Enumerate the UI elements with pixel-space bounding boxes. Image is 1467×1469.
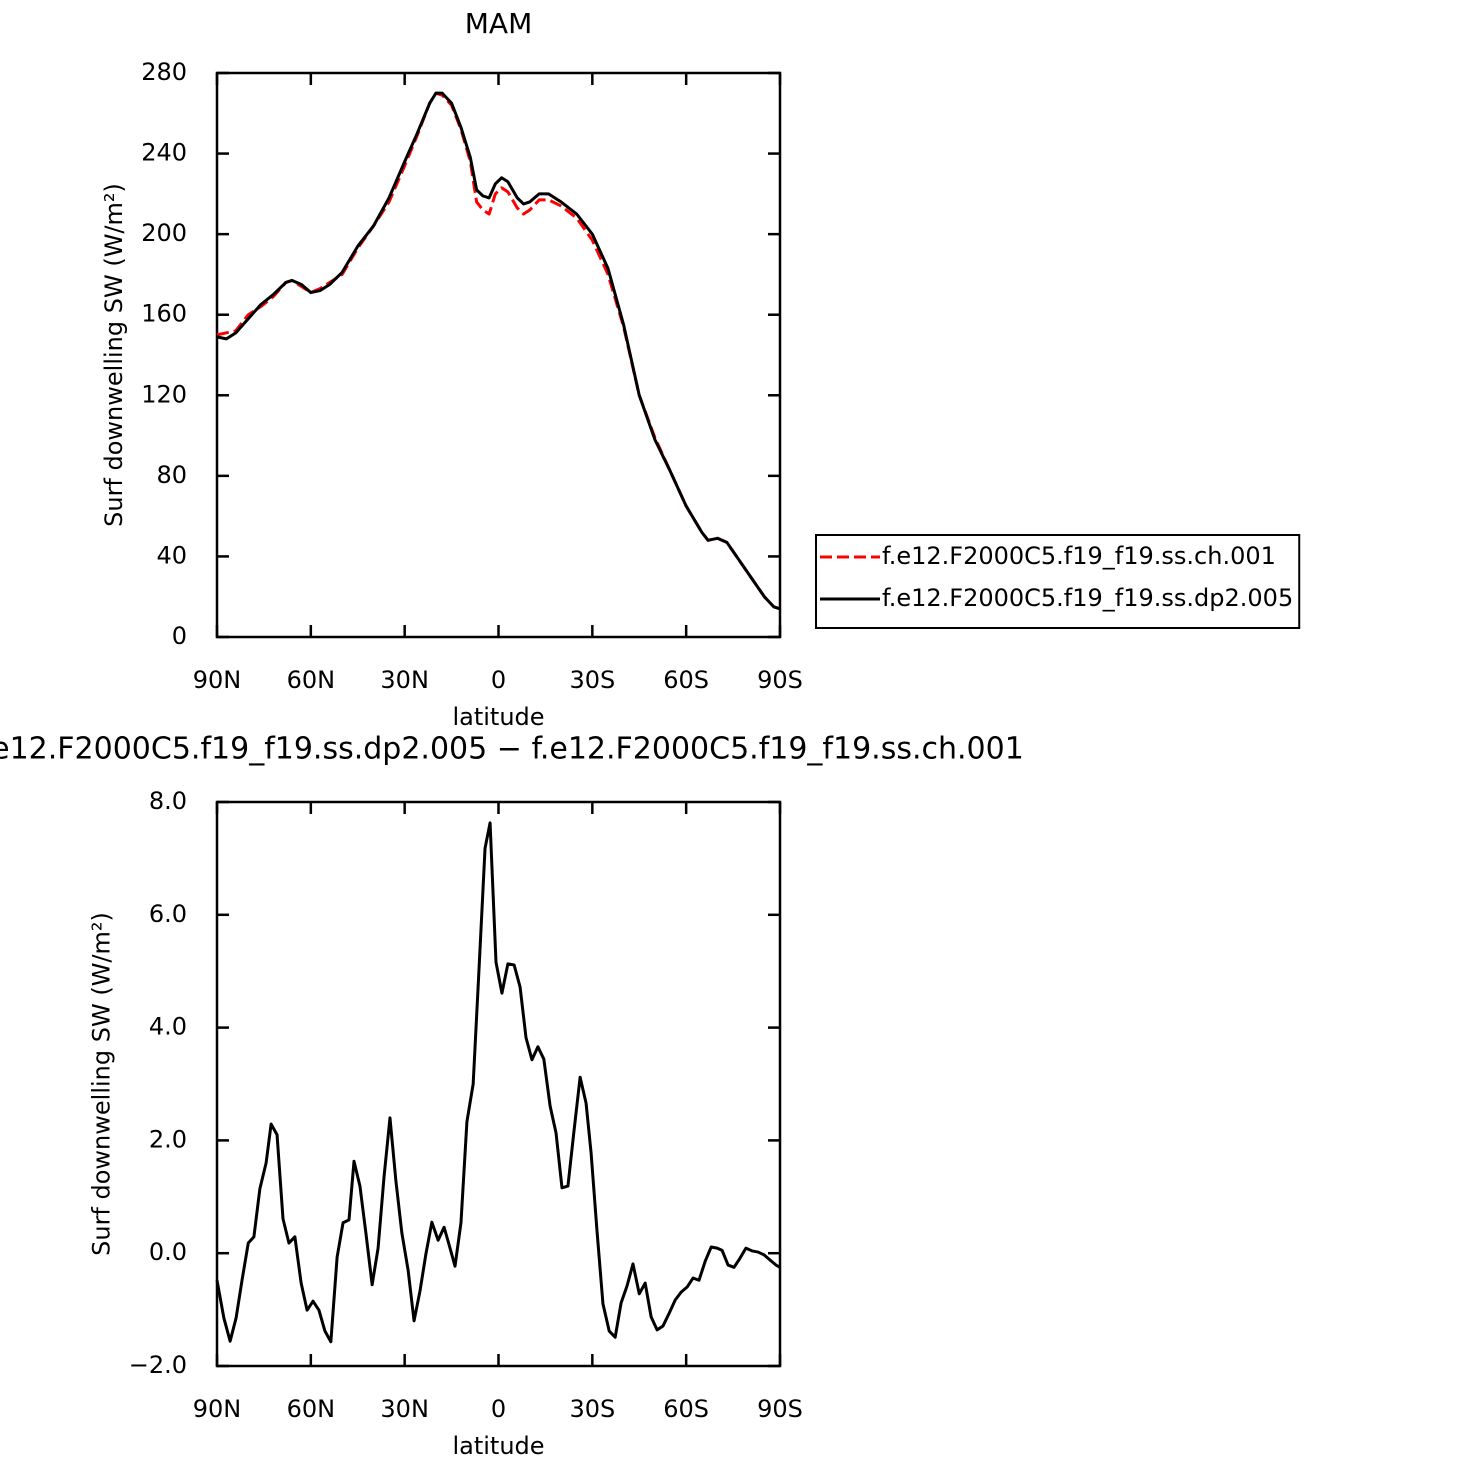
y-tick-label: 240 — [141, 139, 187, 167]
legend-label: f.e12.F2000C5.f19_f19.ss.ch.001 — [882, 542, 1276, 570]
x-tick-label: 30S — [569, 666, 615, 694]
y-tick-label: −2.0 — [129, 1351, 187, 1379]
y-axis-label: Surf downwelling SW (W/m²) — [88, 912, 116, 1256]
x-tick-label: 0 — [491, 1395, 506, 1423]
y-tick-label: 6.0 — [149, 900, 187, 928]
y-tick-label: 8.0 — [149, 787, 187, 815]
x-tick-label: 0 — [491, 666, 506, 694]
panel: f.e12.F2000C5.f19_f19.ss.dp2.005 − f.e12… — [0, 732, 1024, 1461]
data-line — [216, 91, 781, 611]
y-tick-label: 160 — [141, 300, 187, 328]
y-tick-label: 200 — [141, 219, 187, 247]
legend: f.e12.F2000C5.f19_f19.ss.ch.001 f.e12.F20… — [815, 534, 1301, 629]
x-tick-label: 90S — [757, 1395, 803, 1423]
chart-title: f.e12.F2000C5.f19_f19.ss.dp2.005 − f.e12… — [0, 732, 1024, 767]
x-tick-label: 60S — [663, 1395, 709, 1423]
y-tick-label: 0.0 — [149, 1238, 187, 1266]
x-axis-label: latitude — [452, 1432, 544, 1460]
y-tick-label: 80 — [156, 461, 187, 489]
x-tick-label: 90N — [193, 1395, 242, 1423]
x-tick-label: 60N — [287, 666, 336, 694]
panel: MAM 90N 60N 30N 0 30S 60S 90S 0 40 80 120 160 200 240 2… — [100, 7, 1301, 731]
legend-label: f.e12.F2000C5.f19_f19.ss.dp2.005 — [882, 584, 1293, 612]
chart-title: MAM — [465, 7, 532, 40]
data-line — [216, 91, 781, 611]
y-tick-label: 4.0 — [149, 1013, 187, 1041]
x-axis-label: latitude — [452, 703, 544, 731]
y-tick-label: 40 — [156, 541, 187, 569]
x-tick-label: 90S — [757, 666, 803, 694]
y-tick-label: 0 — [172, 622, 187, 650]
legend-box — [815, 534, 1301, 629]
x-tick-label: 30N — [380, 1395, 429, 1423]
x-tick-label: 90N — [193, 666, 242, 694]
y-tick-label: 120 — [141, 380, 187, 408]
y-axis-label: Surf downwelling SW (W/m²) — [100, 183, 128, 527]
y-tick-label: 280 — [141, 58, 187, 86]
y-tick-label: 2.0 — [149, 1125, 187, 1153]
data-line — [215, 821, 781, 1344]
x-tick-label: 30S — [569, 1395, 615, 1423]
plot-frame — [215, 71, 782, 639]
x-tick-label: 60S — [663, 666, 709, 694]
x-tick-label: 60N — [287, 1395, 336, 1423]
x-tick-label: 30N — [380, 666, 429, 694]
